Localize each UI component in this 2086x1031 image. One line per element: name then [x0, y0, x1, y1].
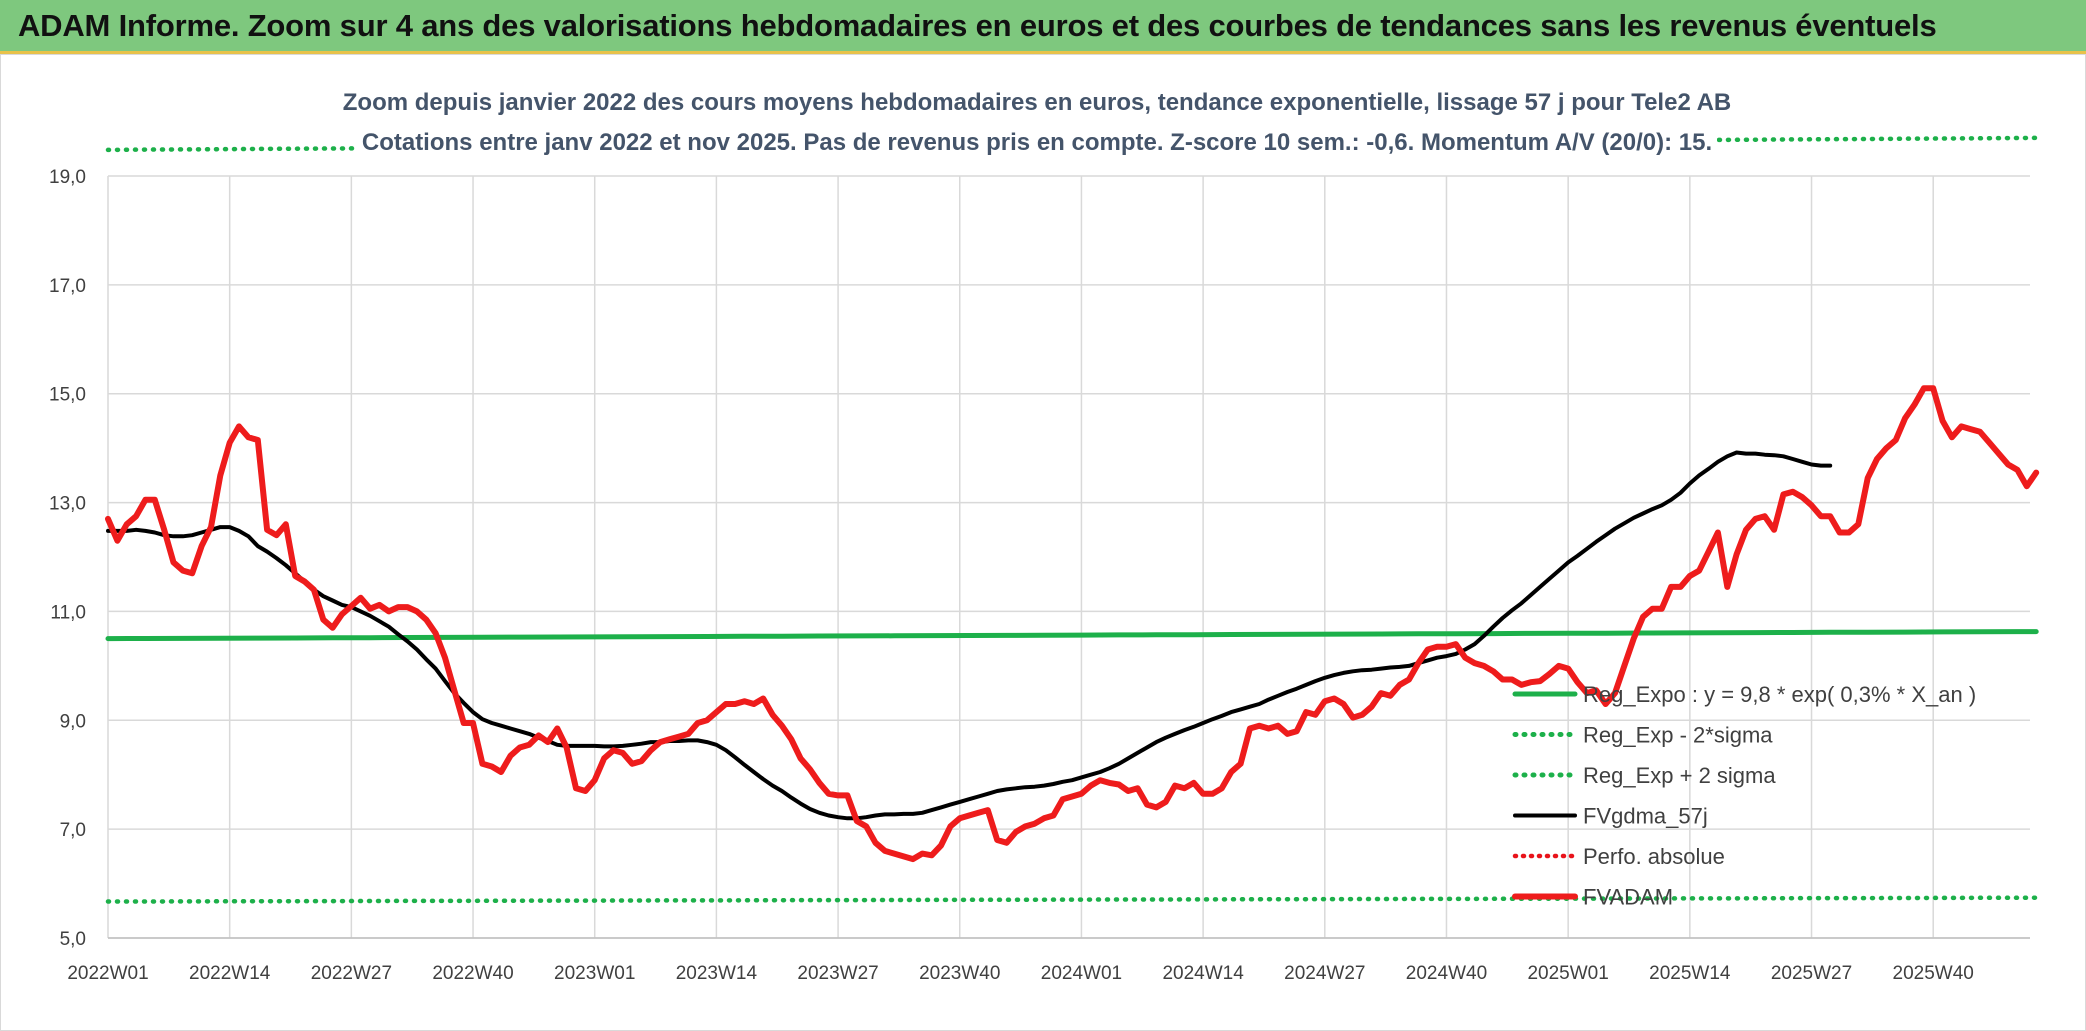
- x-tick-label: 2022W14: [189, 963, 271, 984]
- y-tick-label: 17,0: [49, 276, 86, 297]
- y-tick-label: 9,0: [60, 711, 86, 732]
- legend-label: Reg_Exp + 2 sigma: [1583, 763, 1776, 788]
- chart-subtitle: Cotations entre janv 2022 et nov 2025. P…: [362, 129, 1712, 156]
- y-tick-label: 19,0: [49, 167, 86, 188]
- y-tick-label: 11,0: [50, 602, 86, 623]
- x-tick-label: 2022W01: [67, 963, 148, 984]
- axis-labels: 5,0 7,0 9,0 11,0 13,0 15,0 17,0 19,0 2022W01 2022…: [49, 167, 1974, 984]
- x-tick-label: 2025W14: [1649, 963, 1731, 984]
- title-background: [352, 82, 1722, 118]
- line-chart: 5,0 7,0 9,0 11,0 13,0 15,0 17,0 19,0 2022W01 2022…: [0, 54, 2086, 1031]
- x-tick-label: 2023W27: [797, 963, 878, 984]
- y-tick-label: 7,0: [60, 820, 86, 841]
- x-tick-label: 2025W01: [1527, 963, 1608, 984]
- x-tick-label: 2024W01: [1041, 963, 1122, 984]
- reg-minus-2sigma-line: [105, 895, 2039, 904]
- reg-expo-line: [105, 629, 2039, 642]
- legend-label: Perfo. absolue: [1583, 844, 1725, 869]
- report-banner: ADAM Informe. Zoom sur 4 ans des valoris…: [0, 0, 2086, 54]
- report-title: ADAM Informe. Zoom sur 4 ans des valoris…: [18, 8, 1937, 43]
- fvgdma-57j-line: [106, 450, 1833, 821]
- y-tick-label: 13,0: [49, 494, 86, 515]
- legend-label: FVgdma_57j: [1583, 804, 1708, 829]
- y-tick-label: 5,0: [60, 929, 86, 950]
- legend-label: FVADAM: [1583, 885, 1673, 910]
- fvadam-line: [105, 385, 2040, 863]
- x-tick-label: 2023W14: [676, 963, 758, 984]
- x-tick-label: 2025W40: [1893, 963, 1974, 984]
- legend-label: Reg_Expo : y = 9,8 * exp( 0,3% * X_an ): [1583, 682, 1976, 707]
- x-tick-label: 2024W27: [1284, 963, 1365, 984]
- subtitle-background: [355, 122, 1717, 158]
- x-tick-label: 2024W40: [1406, 963, 1487, 984]
- legend-label: Reg_Exp - 2*sigma: [1583, 723, 1773, 748]
- chart-border: [0, 54, 2086, 1031]
- y-tick-label: 15,0: [49, 385, 86, 406]
- x-tick-label: 2025W27: [1771, 963, 1852, 984]
- x-tick-label: 2022W40: [432, 963, 513, 984]
- x-tick-label: 2023W40: [919, 963, 1000, 984]
- x-tick-label: 2022W27: [311, 963, 392, 984]
- x-tick-label: 2023W01: [554, 963, 635, 984]
- legend: Reg_Expo : y = 9,8 * exp( 0,3% * X_an ) R…: [1512, 682, 1976, 910]
- gridlines: [107, 175, 2030, 939]
- chart-area: 5,0 7,0 9,0 11,0 13,0 15,0 17,0 19,0 2022W01 2022…: [0, 54, 2086, 1031]
- x-tick-label: 2024W14: [1162, 963, 1244, 984]
- chart-title: Zoom depuis janvier 2022 des cours moyen…: [343, 89, 1731, 116]
